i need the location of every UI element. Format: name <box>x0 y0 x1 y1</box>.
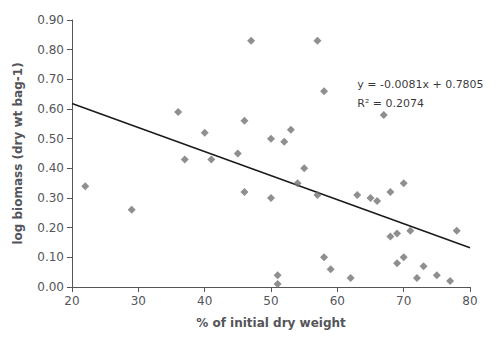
svg-text:0.10: 0.10 <box>37 250 64 264</box>
svg-text:70: 70 <box>396 294 411 308</box>
svg-text:20: 20 <box>64 294 79 308</box>
svg-text:y = -0.0081x + 0.7805: y = -0.0081x + 0.7805 <box>357 78 483 91</box>
svg-text:0.00: 0.00 <box>37 280 64 294</box>
svg-text:0.40: 0.40 <box>37 161 64 175</box>
svg-text:% of initial dry weight: % of initial dry weight <box>196 316 346 330</box>
svg-text:0.20: 0.20 <box>37 221 64 235</box>
svg-text:log biomass (dry wt bag-1): log biomass (dry wt bag-1) <box>11 62 25 244</box>
svg-text:60: 60 <box>330 294 345 308</box>
svg-text:R² = 0.2074: R² = 0.2074 <box>357 97 424 110</box>
svg-text:30: 30 <box>131 294 146 308</box>
svg-text:0.80: 0.80 <box>37 43 64 57</box>
svg-text:0.30: 0.30 <box>37 191 64 205</box>
svg-text:0.50: 0.50 <box>37 132 64 146</box>
svg-text:40: 40 <box>197 294 212 308</box>
svg-text:0.60: 0.60 <box>37 102 64 116</box>
svg-text:50: 50 <box>263 294 278 308</box>
svg-text:0.70: 0.70 <box>37 72 64 86</box>
svg-text:80: 80 <box>462 294 477 308</box>
svg-text:0.90: 0.90 <box>37 13 64 27</box>
